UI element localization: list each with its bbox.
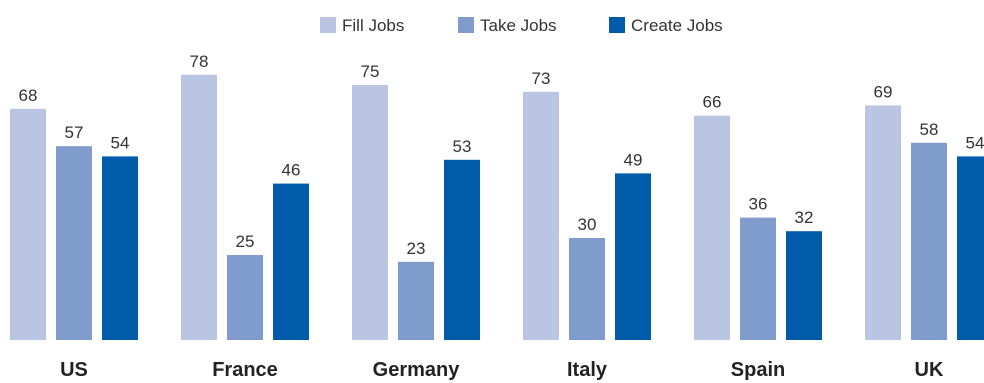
bar-spain-1: [740, 217, 776, 340]
value-label: 25: [236, 232, 255, 251]
bar-france-2: [273, 183, 309, 340]
value-label: 49: [624, 150, 643, 169]
value-label: 78: [190, 52, 209, 71]
value-label: 36: [749, 195, 768, 214]
value-label: 54: [111, 133, 130, 152]
category-label-italy: Italy: [567, 359, 608, 381]
bar-uk-1: [911, 142, 947, 340]
bar-us-0: [10, 108, 46, 340]
bar-us-1: [56, 146, 92, 340]
value-label: 73: [532, 69, 551, 88]
bar-germany-1: [398, 261, 434, 340]
category-labels: US France Germany Italy Spain UK: [60, 359, 944, 381]
value-label: 54: [966, 133, 984, 152]
bar-italy-0: [523, 91, 559, 340]
value-label: 46: [282, 161, 301, 180]
value-label: 53: [453, 137, 472, 156]
legend: Fill Jobs Take Jobs Create Jobs: [320, 16, 723, 35]
legend-swatch-0: [320, 17, 336, 33]
value-label: 69: [874, 82, 893, 101]
category-label-germany: Germany: [373, 359, 461, 381]
category-label-us: US: [60, 359, 88, 381]
value-label: 75: [361, 62, 380, 81]
legend-label-0: Fill Jobs: [342, 16, 404, 35]
bar-italy-2: [615, 173, 651, 340]
category-label-france: France: [212, 359, 278, 381]
value-label: 57: [65, 123, 84, 142]
bar-spain-2: [786, 231, 822, 340]
bar-uk-2: [957, 156, 984, 340]
bar-germany-2: [444, 159, 480, 340]
value-label: 68: [19, 86, 38, 105]
value-label: 30: [578, 215, 597, 234]
bar-germany-0: [352, 85, 388, 340]
category-label-uk: UK: [915, 359, 944, 381]
bar-uk-0: [865, 105, 901, 341]
bar-italy-1: [569, 238, 605, 340]
bar-france-1: [227, 255, 263, 340]
value-label: 66: [703, 93, 722, 112]
legend-label-2: Create Jobs: [631, 16, 723, 35]
bars-group: 68 57 54 78 25 46 75 23 53 73 30 49 66 36 32 69 58 54: [10, 52, 984, 341]
value-label: 58: [920, 120, 939, 139]
bar-france-0: [181, 74, 217, 341]
legend-swatch-1: [458, 17, 474, 33]
bar-spain-0: [694, 115, 730, 340]
bar-us-2: [102, 156, 138, 340]
legend-swatch-2: [609, 17, 625, 33]
value-label: 23: [407, 239, 426, 258]
category-label-spain: Spain: [731, 359, 785, 381]
value-label: 32: [795, 208, 814, 227]
legend-label-1: Take Jobs: [480, 16, 557, 35]
